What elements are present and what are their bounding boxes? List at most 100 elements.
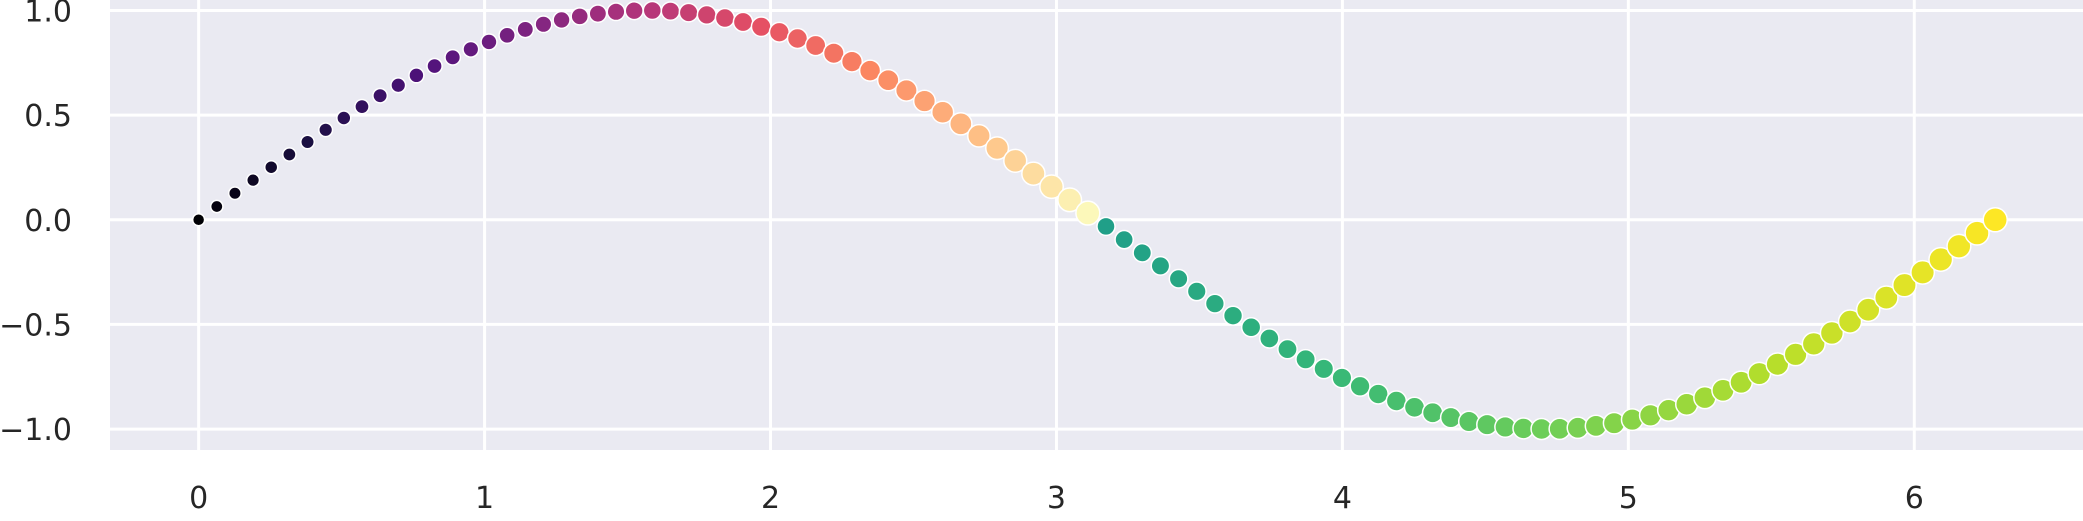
data-point: [282, 147, 297, 162]
data-point: [1421, 401, 1444, 424]
data-point: [498, 26, 516, 45]
data-point: [263, 159, 279, 175]
data-point: [1096, 216, 1116, 237]
data-point: [1385, 390, 1408, 412]
data-point: [209, 199, 224, 214]
data-point: [1204, 293, 1226, 314]
data-point: [480, 33, 498, 51]
data-point: [624, 1, 644, 21]
data-point: [1892, 272, 1917, 298]
data-point: [516, 20, 535, 39]
y-tick-label: −1.0: [0, 413, 72, 448]
y-axis-tick-labels: 1.0 0.5 0.0 −0.5 −1.0: [0, 0, 72, 448]
data-point: [1003, 148, 1028, 173]
data-point: [1801, 331, 1826, 357]
data-point: [245, 173, 261, 188]
data-point: [1222, 305, 1244, 326]
data-point: [1168, 268, 1189, 289]
data-point: [858, 59, 882, 82]
data-point: [462, 40, 480, 58]
data-point: [191, 213, 206, 227]
data-point: [732, 11, 754, 33]
x-tick-label: 4: [1333, 481, 1352, 516]
data-point: [750, 16, 772, 38]
data-point: [696, 4, 717, 26]
data-point: [1295, 348, 1317, 370]
data-point: [1240, 316, 1262, 338]
data-point: [678, 2, 699, 23]
data-point: [300, 134, 316, 150]
data-point: [1946, 233, 1972, 259]
data-point: [1057, 187, 1083, 213]
data-point: [876, 68, 900, 92]
data-point: [606, 2, 626, 22]
x-tick-label: 6: [1905, 481, 1924, 516]
data-point: [804, 34, 827, 57]
data-point: [227, 186, 242, 201]
data-point: [660, 1, 681, 22]
data-point: [408, 67, 425, 84]
x-tick-label: 0: [189, 481, 208, 516]
data-point: [1837, 309, 1863, 334]
x-tick-label: 3: [1047, 481, 1066, 516]
data-point: [1075, 200, 1101, 226]
data-point: [534, 15, 553, 34]
data-point: [967, 123, 991, 148]
data-point: [714, 7, 736, 29]
x-tick-label: 1: [475, 481, 494, 516]
data-point: [840, 50, 864, 73]
data-point: [552, 10, 571, 30]
data-point: [1476, 413, 1499, 436]
data-point: [372, 87, 389, 104]
y-tick-label: 1.0: [24, 0, 72, 29]
data-point: [1457, 410, 1480, 433]
data-point: [1819, 320, 1845, 346]
data-point: [570, 7, 590, 26]
data-point: [1982, 207, 2008, 233]
data-point: [1150, 255, 1171, 276]
y-tick-label: 0.0: [24, 204, 72, 239]
data-point: [1114, 229, 1134, 250]
data-point: [768, 21, 790, 43]
data-point: [354, 98, 370, 115]
data-point: [1873, 285, 1899, 310]
data-point: [642, 0, 663, 21]
data-point: [894, 78, 918, 102]
data-point: [1367, 383, 1389, 405]
data-point: [985, 136, 1010, 161]
data-point: [786, 27, 809, 50]
data-point: [1331, 367, 1353, 389]
data-point: [822, 42, 845, 65]
data-point: [1039, 174, 1065, 200]
data-point: [588, 4, 608, 24]
data-point: [930, 100, 955, 124]
data-point: [336, 110, 352, 126]
data-point: [426, 57, 443, 75]
data-point: [1313, 358, 1335, 380]
data-point: [390, 77, 407, 94]
x-tick-label: 5: [1619, 481, 1638, 516]
data-point: [948, 112, 973, 136]
x-axis-tick-labels: 0 1 2 3 4 5 6: [189, 481, 1924, 516]
data-point: [1783, 342, 1808, 367]
data-point: [1349, 375, 1371, 397]
data-point: [1021, 161, 1046, 186]
data-point: [444, 48, 462, 66]
data-point: [1403, 396, 1426, 419]
data-point: [1439, 406, 1462, 429]
x-tick-label: 2: [761, 481, 780, 516]
y-tick-label: −0.5: [0, 308, 72, 343]
data-point: [318, 122, 334, 138]
x-gridlines: [197, 0, 1916, 450]
data-point: [1910, 259, 1936, 285]
data-point: [1259, 328, 1280, 349]
scatter-points: [191, 0, 2008, 441]
data-point: [1928, 246, 1954, 272]
data-point: [1855, 297, 1881, 323]
data-point: [1132, 242, 1153, 263]
data-point: [1964, 220, 1990, 246]
data-point: [1277, 338, 1298, 360]
y-tick-label: 0.5: [24, 99, 72, 134]
data-point: [1186, 281, 1207, 302]
